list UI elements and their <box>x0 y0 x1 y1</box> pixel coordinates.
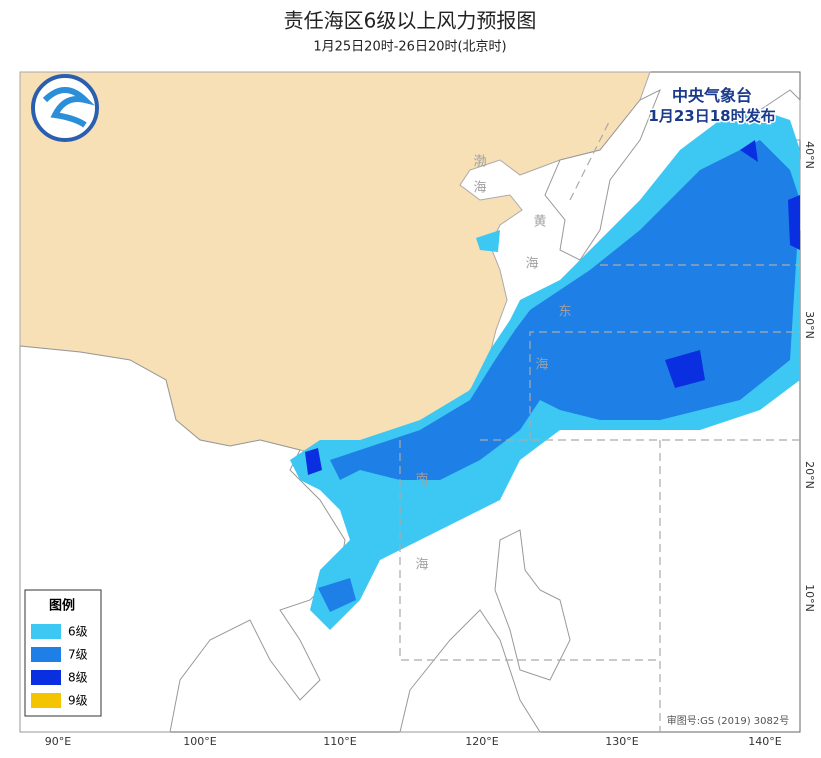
legend-swatch <box>31 693 61 708</box>
logo-mark <box>42 87 95 128</box>
legend-swatch <box>31 647 61 662</box>
latitude-label: 10°N <box>803 584 816 612</box>
sea-label: 海 <box>415 558 428 573</box>
latitude-label: 40°N <box>803 141 816 169</box>
logo <box>31 74 99 142</box>
sea-label: 海 <box>473 181 486 196</box>
wind-area-7 <box>330 140 800 480</box>
sea-label: 南 <box>415 472 428 488</box>
longitude-label: 130°E <box>605 735 638 748</box>
legend-swatch <box>31 624 61 639</box>
review-number: 审图号:GS (2019) 3082号 <box>667 714 790 727</box>
longitude-label: 140°E <box>748 735 781 748</box>
issue-time: 1月23日18时发布 <box>648 107 775 125</box>
legend-label: 7级 <box>68 648 88 662</box>
sea-label: 东 <box>558 305 571 320</box>
borneo <box>399 609 541 733</box>
wind-area-8 <box>788 195 800 250</box>
wind-area-8 <box>665 350 705 388</box>
longitude-label: 90°E <box>45 735 71 748</box>
longitude-label: 120°E <box>465 735 498 748</box>
sea-label: 黄 <box>533 215 546 230</box>
longitude-label: 110°E <box>323 735 356 748</box>
sea-label: 海 <box>525 257 538 272</box>
latitude-label: 30°N <box>803 311 816 339</box>
legend-title: 图例 <box>49 598 75 614</box>
map-subtitle: 1月25日20时-26日20时(北京时) <box>313 40 506 55</box>
map-frame: 中央气象台 1月23日18时发布 审图号:GS (2019) 3082号 <box>19 71 801 733</box>
boundary-line <box>399 119 800 732</box>
map-title: 责任海区6级以上风力预报图 <box>284 9 537 33</box>
legend-swatch <box>31 670 61 685</box>
longitude-label: 100°E <box>183 735 216 748</box>
wind-area-8 <box>305 448 322 475</box>
wind-area-7 <box>318 578 356 612</box>
wind-area-8 <box>740 140 758 162</box>
sea-label: 渤 <box>473 154 486 170</box>
agency: 中央气象台 <box>672 86 752 105</box>
latitude-label: 20°N <box>803 461 816 489</box>
sea-label: 海 <box>535 358 548 373</box>
legend-label: 6级 <box>68 625 88 639</box>
legend-label: 8级 <box>68 671 88 685</box>
philippines <box>494 529 571 681</box>
korea <box>544 88 661 261</box>
legend-label: 9级 <box>68 694 88 708</box>
wind-area-6 <box>476 230 500 252</box>
legend: 图例 6级 7级 8级 9级 <box>24 589 102 717</box>
